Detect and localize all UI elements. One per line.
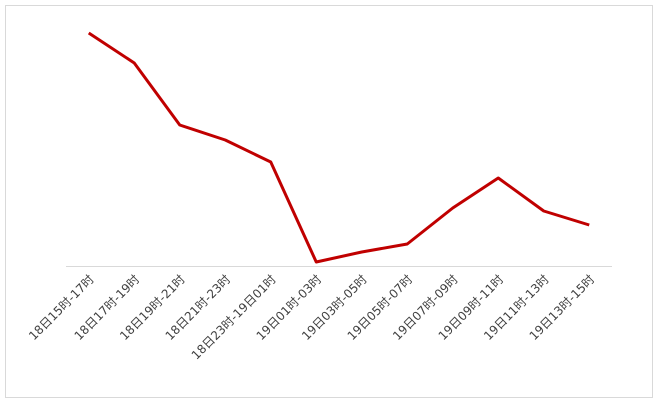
line-series <box>87 31 590 264</box>
chart-border <box>5 5 653 398</box>
